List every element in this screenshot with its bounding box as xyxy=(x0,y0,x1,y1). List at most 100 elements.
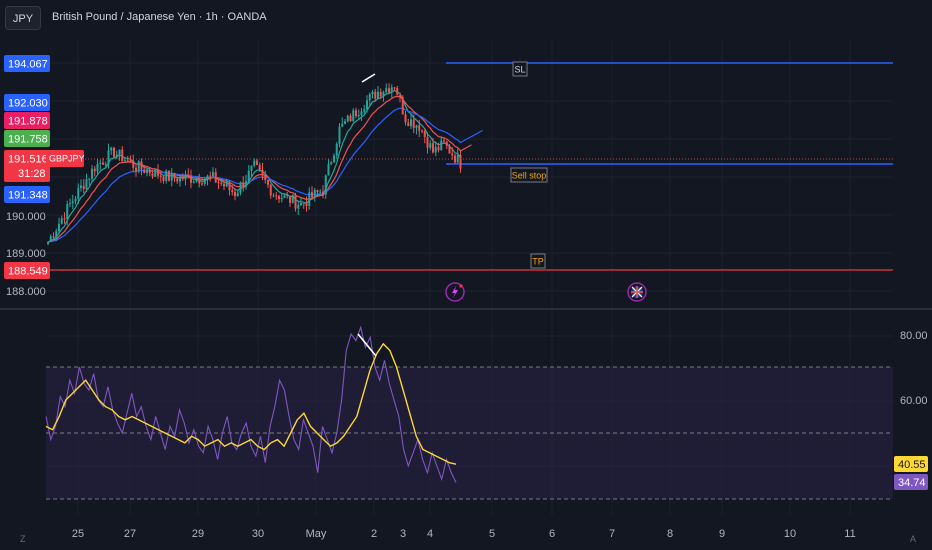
time-tick: 4 xyxy=(427,528,433,540)
candle-body xyxy=(220,182,223,184)
candle-body xyxy=(283,195,286,198)
rsi-axis[interactable]: 80.00 60.00 40.55 34.74 xyxy=(894,330,928,490)
candle-body xyxy=(239,182,242,193)
candle-body xyxy=(352,110,355,122)
time-axis[interactable]: 25 27 29 30 May 2 3 4 5 6 7 8 9 10 11 xyxy=(72,528,856,540)
candle-body xyxy=(366,100,368,110)
candle-body xyxy=(146,169,148,173)
time-tick: 2 xyxy=(371,528,377,540)
candle-body xyxy=(77,188,80,199)
sl-price-label: 194.067 xyxy=(4,55,50,72)
candle-body xyxy=(459,154,462,169)
high-price-text: 192.030 xyxy=(8,98,48,110)
candle-body xyxy=(151,173,154,177)
countdown-text: 31:28 xyxy=(18,168,46,180)
sl-annotation[interactable]: SL xyxy=(512,61,528,77)
symbol-search-button[interactable]: JPY xyxy=(5,6,41,30)
rsi-lines xyxy=(45,325,457,483)
candle-body xyxy=(49,236,52,242)
footer-left-icon[interactable]: Z xyxy=(20,534,26,544)
candle-body xyxy=(129,160,132,162)
candle-body xyxy=(300,203,302,206)
sl-annotation-text: SL xyxy=(514,65,525,75)
last-price-label: 191.516 31:28 xyxy=(4,150,50,182)
rsi-tick: 60.00 xyxy=(900,395,928,407)
candle-body xyxy=(157,169,159,176)
candle-body xyxy=(102,162,104,165)
candle-body xyxy=(445,141,448,146)
candle-body xyxy=(245,181,247,187)
candle-body xyxy=(85,179,88,190)
candle-body xyxy=(148,169,151,174)
symbol-tag: GBPJPY xyxy=(46,150,85,167)
candle-body xyxy=(360,111,363,115)
price-divergence-mark xyxy=(361,73,376,83)
candle-body xyxy=(346,115,349,122)
candle-body xyxy=(393,87,396,89)
tp-price-label: 188.549 xyxy=(4,262,50,279)
candle-body xyxy=(429,143,432,148)
chart-title: British Pound / Japanese Yen · 1h · OAND… xyxy=(52,11,267,23)
chart-header: JPY British Pound / Japanese Yen · 1h · … xyxy=(0,0,932,36)
uk-flag-event-icon[interactable] xyxy=(627,282,647,302)
auto-scale-icon[interactable]: A xyxy=(909,534,916,544)
candle-body xyxy=(308,192,311,206)
candle-body xyxy=(132,160,135,168)
time-tick: 9 xyxy=(719,528,725,540)
candle-body xyxy=(137,161,140,172)
candle-body xyxy=(305,203,308,206)
candle-body xyxy=(88,178,91,180)
candle-body xyxy=(390,87,393,93)
candle-body xyxy=(201,183,203,185)
rsi-tick: 80.00 xyxy=(900,330,928,342)
rsi-value-text: 34.74 xyxy=(898,477,926,489)
candle-body xyxy=(82,185,85,190)
candle-body xyxy=(52,236,55,238)
candle-body xyxy=(206,175,209,180)
candle-body xyxy=(289,195,291,203)
candle-body xyxy=(118,149,121,155)
candle-body xyxy=(396,87,399,96)
candle-body xyxy=(143,169,146,173)
candle-body xyxy=(231,189,234,192)
time-tick: 30 xyxy=(252,528,264,540)
sell-stop-annotation[interactable]: Sell stop xyxy=(510,167,548,183)
candle-body xyxy=(212,172,214,177)
candle-body xyxy=(71,201,74,204)
candle-body xyxy=(344,121,346,124)
rsi-value-label: 34.74 xyxy=(894,474,928,490)
candle-body xyxy=(286,195,289,197)
candle-body xyxy=(454,155,456,163)
candle-body xyxy=(297,205,300,209)
candle-body xyxy=(261,169,264,175)
candle-body xyxy=(256,160,258,165)
candle-body xyxy=(443,140,445,142)
candle-body xyxy=(313,190,316,198)
candle-body xyxy=(316,190,319,192)
candle-body xyxy=(388,88,390,93)
candle-body xyxy=(349,115,352,122)
candle-body xyxy=(60,218,63,224)
candle-body xyxy=(385,88,388,93)
rsi-ma-line xyxy=(45,342,457,465)
close-green-price-label: 191.758 xyxy=(4,130,50,147)
candle-body xyxy=(242,182,245,187)
rsi-line xyxy=(45,325,457,483)
time-tick: 25 xyxy=(72,528,84,540)
lightning-event-icon[interactable] xyxy=(445,282,465,302)
candle-body xyxy=(214,172,217,183)
candle-body xyxy=(410,119,412,127)
tp-annotation[interactable]: TP xyxy=(530,253,546,269)
candle-body xyxy=(355,110,357,117)
candle-body xyxy=(173,173,176,179)
candle-body xyxy=(209,175,212,177)
candle-body xyxy=(192,181,195,183)
price-axis[interactable]: 190.000 189.000 188.000 194.067 192.030 … xyxy=(4,55,85,298)
last-price-text: 191.516 xyxy=(8,154,48,166)
candle-body xyxy=(322,191,324,195)
moving-averages xyxy=(47,89,483,243)
tp-price-text: 188.549 xyxy=(8,266,48,278)
candle-body xyxy=(198,178,201,184)
candle-body xyxy=(91,168,93,179)
